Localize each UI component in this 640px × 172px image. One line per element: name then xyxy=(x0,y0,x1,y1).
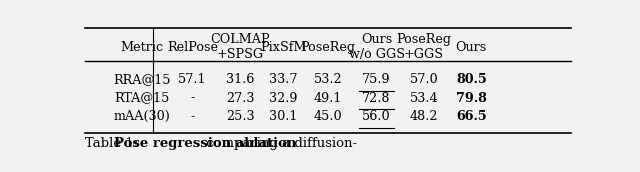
Text: Ours
w/o GGS: Ours w/o GGS xyxy=(349,33,404,61)
Text: -: - xyxy=(190,92,195,105)
Text: 49.1: 49.1 xyxy=(314,92,342,105)
Text: Pose regression ablation: Pose regression ablation xyxy=(114,137,296,150)
Text: 45.0: 45.0 xyxy=(314,110,342,123)
Text: PoseReg: PoseReg xyxy=(301,41,355,54)
Text: 48.2: 48.2 xyxy=(410,110,438,123)
Text: 53.4: 53.4 xyxy=(410,92,438,105)
Text: 80.5: 80.5 xyxy=(456,73,486,86)
Text: 32.9: 32.9 xyxy=(269,92,298,105)
Text: 25.3: 25.3 xyxy=(226,110,255,123)
Text: 56.0: 56.0 xyxy=(362,110,391,123)
Text: PixSfM: PixSfM xyxy=(260,41,307,54)
Text: RTA@15: RTA@15 xyxy=(115,92,170,105)
Text: 79.8: 79.8 xyxy=(456,92,487,105)
Text: RRA@15: RRA@15 xyxy=(113,73,171,86)
Text: 31.6: 31.6 xyxy=(226,73,254,86)
Text: 53.2: 53.2 xyxy=(314,73,342,86)
Text: 33.7: 33.7 xyxy=(269,73,298,86)
Text: PoseReg
+GGS: PoseReg +GGS xyxy=(396,33,451,61)
Text: 75.9: 75.9 xyxy=(362,73,391,86)
Text: Table 1:: Table 1: xyxy=(85,137,143,150)
Text: -: - xyxy=(190,110,195,123)
Text: comparing a diffusion-: comparing a diffusion- xyxy=(202,137,357,150)
Text: 72.8: 72.8 xyxy=(362,92,391,105)
Text: Metric: Metric xyxy=(120,41,164,54)
Text: 30.1: 30.1 xyxy=(269,110,298,123)
Text: 27.3: 27.3 xyxy=(226,92,255,105)
Text: Ours: Ours xyxy=(456,41,487,54)
Text: 57.0: 57.0 xyxy=(410,73,438,86)
Text: COLMAP
+SPSG: COLMAP +SPSG xyxy=(211,33,270,61)
Text: 66.5: 66.5 xyxy=(456,110,486,123)
Text: 57.1: 57.1 xyxy=(178,73,207,86)
Text: mAA(30): mAA(30) xyxy=(113,110,170,123)
Text: RelPose: RelPose xyxy=(167,41,218,54)
